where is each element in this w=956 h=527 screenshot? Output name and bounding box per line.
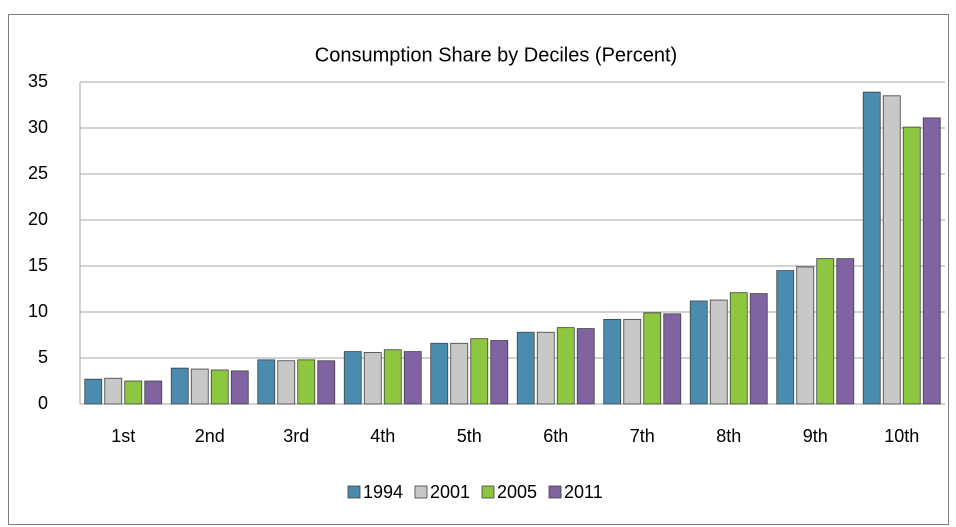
bar [210, 369, 229, 405]
x-tick-label: 5th [457, 426, 482, 446]
bar [663, 313, 682, 405]
legend-label: 2001 [430, 482, 470, 502]
bar [170, 367, 189, 405]
y-tick-label: 20 [28, 209, 48, 229]
bar [450, 342, 469, 405]
bar [623, 318, 642, 405]
x-tick-label: 10th [884, 426, 919, 446]
legend-swatch [548, 485, 562, 499]
x-tick-label: 8th [716, 426, 741, 446]
bar [317, 360, 336, 405]
bar [776, 270, 795, 405]
bar [363, 352, 382, 405]
x-tick-label: 9th [803, 426, 828, 446]
x-tick-label: 6th [543, 426, 568, 446]
bar [796, 266, 815, 405]
bar [403, 351, 422, 405]
bar [430, 342, 449, 405]
y-tick-label: 0 [38, 393, 48, 413]
bar [190, 368, 209, 405]
bar [836, 258, 855, 405]
legend-swatch [481, 485, 495, 499]
bar [84, 378, 103, 405]
bar [689, 300, 708, 405]
y-tick-label: 25 [28, 163, 48, 183]
bar [643, 312, 662, 405]
x-tick-label: 7th [630, 426, 655, 446]
bar [536, 331, 555, 405]
y-tick-label: 35 [28, 71, 48, 91]
bar [729, 292, 748, 405]
legend-label: 2005 [497, 482, 537, 502]
bar [516, 331, 535, 405]
bar [709, 299, 728, 405]
x-tick-label: 2nd [195, 426, 225, 446]
bar [104, 377, 123, 405]
bar [490, 340, 509, 405]
bar [144, 380, 163, 405]
bar [343, 351, 362, 405]
x-tick-label: 1st [111, 426, 135, 446]
bar [470, 338, 489, 405]
bar [277, 360, 296, 405]
bar [816, 258, 835, 405]
y-tick-label: 10 [28, 301, 48, 321]
y-tick-label: 30 [28, 117, 48, 137]
legend-swatch [414, 485, 428, 499]
bar [576, 328, 595, 405]
x-tick-label: 4th [370, 426, 395, 446]
bar [882, 95, 901, 405]
bar [862, 91, 881, 405]
legend-label: 1994 [363, 482, 403, 502]
bar [230, 370, 249, 405]
legend-swatch [347, 485, 361, 499]
bar [124, 380, 143, 405]
bar [603, 318, 622, 405]
legend-label: 2011 [564, 482, 603, 502]
bar [556, 327, 575, 405]
y-tick-label: 5 [38, 347, 48, 367]
bar [749, 293, 768, 405]
chart-border [8, 14, 949, 525]
chart-title: Consumption Share by Deciles (Percent) [315, 44, 677, 66]
y-tick-label: 15 [28, 255, 48, 275]
bar [257, 359, 276, 405]
bar [383, 349, 402, 405]
x-tick-label: 3rd [283, 426, 309, 446]
bar [297, 359, 316, 405]
bar [902, 126, 921, 405]
bar [922, 117, 941, 405]
